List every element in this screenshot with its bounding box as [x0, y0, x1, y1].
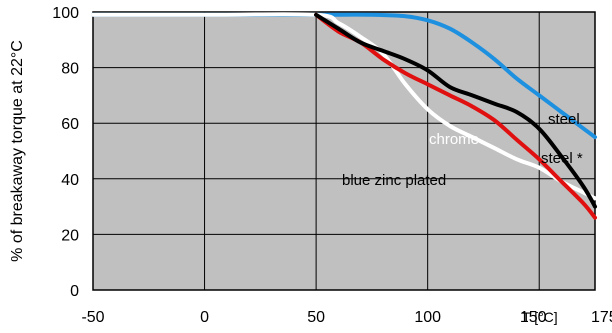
plot-area — [92, 11, 596, 291]
y-tick-label: 40 — [61, 172, 79, 189]
y-tick-label: 60 — [61, 116, 79, 133]
series-label-steel: steel * — [541, 150, 583, 167]
grid — [93, 12, 595, 290]
y-axis-label: % of breakaway torque at 22°C — [9, 40, 26, 262]
x-axis-unit-label: T [°C] — [522, 309, 558, 325]
y-tick-label: 20 — [61, 227, 79, 244]
y-tick-label: 100 — [52, 5, 79, 22]
x-tick-label: -50 — [81, 309, 104, 326]
series-label-steel: steel — [548, 111, 580, 128]
x-tick-label: 100 — [414, 309, 441, 326]
series-line-steel — [314, 12, 597, 209]
series-label-blue-zinc-plated: blue zinc plated — [342, 172, 446, 189]
x-tick-label: 175 — [591, 309, 612, 326]
x-tick-label: 0 — [200, 309, 209, 326]
x-tick-labels: -50 0 50 100 150 175 — [81, 309, 612, 326]
x-tick-label: 50 — [307, 309, 325, 326]
series-label-chrome: chrome — [429, 131, 479, 148]
y-tick-labels: 0 20 40 60 80 100 — [52, 5, 79, 300]
y-tick-label: 80 — [61, 61, 79, 78]
series-labels: steel chrome steel * blue zinc plated — [342, 111, 583, 189]
x-tick-label: 150 — [520, 309, 547, 326]
y-tick-label: 0 — [70, 283, 79, 300]
series-lines — [91, 12, 597, 220]
